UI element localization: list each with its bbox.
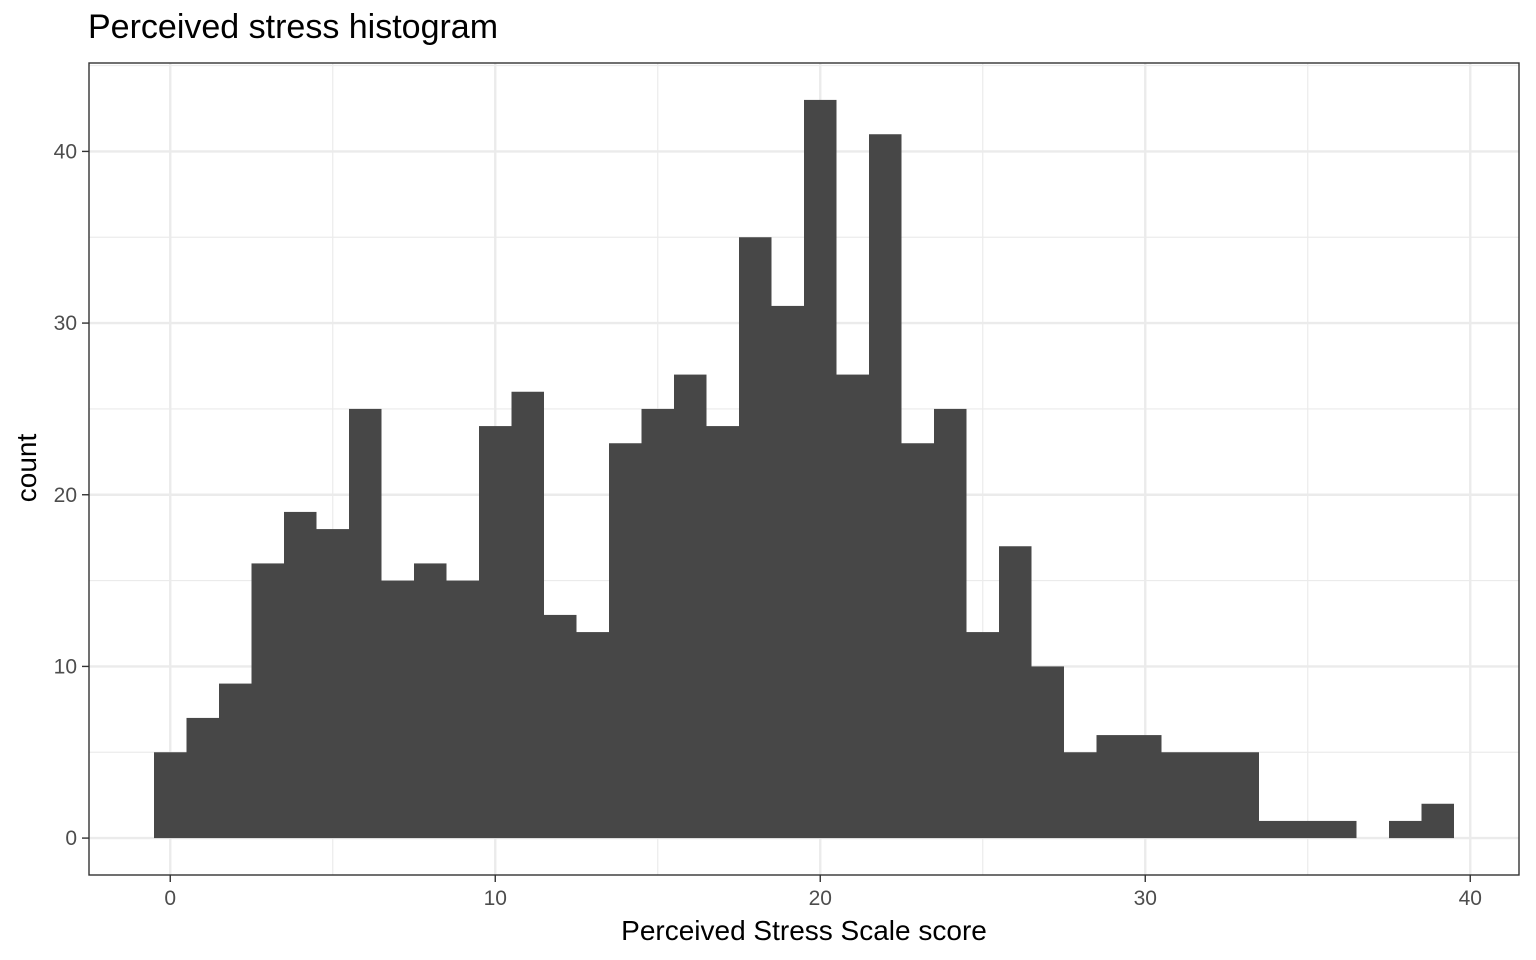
histogram-bar: [1324, 820, 1357, 839]
histogram-bar: [219, 683, 252, 839]
histogram-bar: [901, 443, 934, 839]
histogram-bar: [1389, 820, 1422, 839]
histogram-bar: [739, 237, 772, 839]
histogram-bar: [641, 408, 674, 839]
x-tick-label: 30: [1134, 887, 1157, 910]
y-axis-ticks: 0 10 20 30 40: [54, 140, 89, 850]
histogram-bar: [836, 374, 869, 839]
histogram-bar: [934, 408, 967, 839]
histogram-bar: [1096, 735, 1129, 839]
histogram-bar: [544, 614, 577, 839]
histogram-bar: [511, 391, 544, 839]
y-tick-label: 20: [54, 484, 77, 507]
histogram-bar: [446, 580, 479, 839]
y-tick-label: 10: [54, 655, 77, 678]
y-tick-label: 30: [54, 312, 77, 335]
y-tick-label: 40: [54, 140, 77, 163]
x-tick-label: 20: [809, 887, 832, 910]
histogram-bar: [771, 305, 804, 839]
histogram-bar: [349, 408, 382, 839]
histogram-bar: [804, 99, 837, 839]
histogram-bar: [1291, 820, 1324, 839]
histogram-bar: [1129, 735, 1162, 839]
x-tick-label: 0: [164, 887, 176, 910]
histogram-bar: [1161, 752, 1194, 839]
histogram-bar: [674, 374, 707, 839]
histogram-bars: [154, 99, 1454, 839]
histogram-bar: [154, 752, 187, 839]
histogram-bar: [999, 546, 1032, 839]
histogram-bar: [966, 632, 999, 839]
x-tick-label: 10: [484, 887, 507, 910]
chart-title: Perceived stress histogram: [88, 8, 498, 46]
histogram-bar: [1031, 666, 1064, 839]
x-tick-label: 40: [1459, 887, 1482, 910]
y-axis-title: count: [11, 434, 42, 503]
histogram-bar: [251, 563, 284, 839]
histogram-bar: [414, 563, 447, 839]
histogram-bar: [381, 580, 414, 839]
histogram-bar: [284, 511, 317, 839]
x-axis-title: Perceived Stress Scale score: [621, 915, 987, 946]
panel-border: [88, 62, 1520, 876]
histogram-bar: [576, 632, 609, 839]
histogram-bar: [479, 426, 512, 839]
histogram-bar: [1194, 752, 1227, 839]
histogram-bar: [869, 134, 902, 839]
histogram-bar: [609, 443, 642, 839]
y-tick-label: 0: [65, 827, 77, 850]
histogram-bar: [186, 717, 219, 839]
histogram-bar: [1259, 820, 1292, 839]
histogram-bar: [706, 426, 739, 839]
x-axis-ticks: 0 10 20 30 40: [164, 875, 1482, 910]
histogram-bar: [316, 529, 349, 839]
histogram-bar: [1064, 752, 1097, 839]
histogram-bar: [1226, 752, 1259, 839]
histogram-bar: [1421, 803, 1454, 839]
